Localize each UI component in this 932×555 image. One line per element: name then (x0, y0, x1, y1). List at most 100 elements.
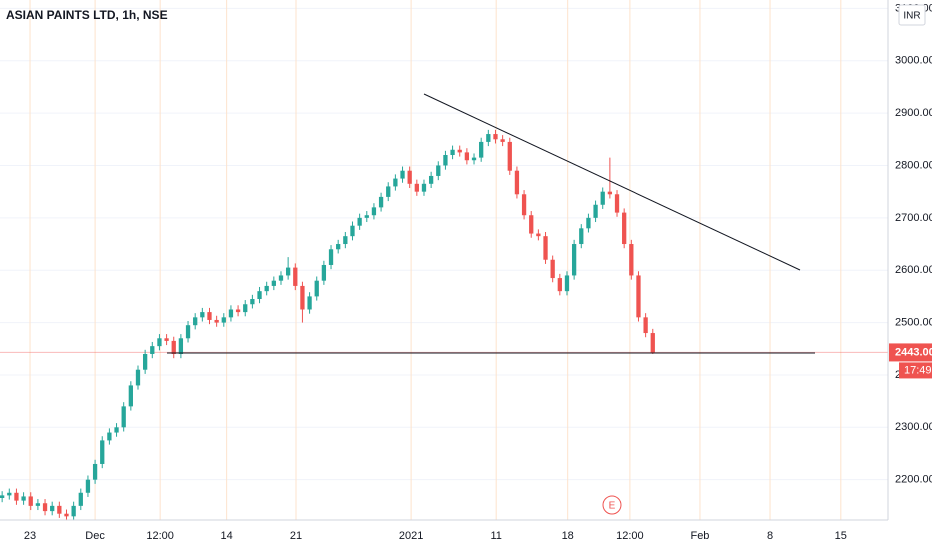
candle-body (328, 249, 334, 265)
x-tick-label: Dec (85, 530, 105, 542)
candle-body (400, 170, 405, 179)
axes: 2200.002300.002400.002500.002600.002700.… (24, 2, 932, 542)
candle-body (550, 259, 555, 279)
candle-body (607, 191, 613, 195)
candle-body (57, 505, 62, 514)
candle-body (371, 207, 377, 216)
candle-body (500, 139, 505, 142)
candle-body (436, 165, 441, 176)
candle-body (650, 333, 655, 353)
candle-body (171, 340, 176, 354)
candle-body (128, 385, 133, 407)
x-tick-label: 12:00 (616, 530, 644, 542)
candle-body (178, 338, 184, 354)
candle-body (50, 505, 55, 512)
candle-body (521, 194, 527, 216)
countdown-box (899, 362, 932, 379)
x-tick-label: 21 (290, 530, 302, 542)
candle-body (271, 280, 276, 286)
candle-body (514, 170, 520, 195)
candle-body (293, 267, 298, 286)
candle-body (314, 280, 319, 297)
candle-body (235, 309, 241, 313)
candle-body (479, 141, 484, 158)
candle-body (407, 170, 412, 184)
candle-body (428, 175, 434, 184)
y-tick-label: 2600.00 (895, 264, 932, 276)
candle-body (14, 492, 19, 501)
x-tick-label: 15 (835, 530, 847, 542)
candle-body (278, 275, 284, 281)
candle-body (107, 432, 112, 441)
candle-body (78, 492, 83, 506)
candle-body (285, 267, 291, 276)
candle-body (243, 304, 248, 313)
candle-body (350, 225, 355, 237)
candle-body (443, 155, 448, 166)
candle-body (185, 325, 191, 339)
x-tick-label: 14 (221, 530, 233, 542)
candle-body (307, 296, 312, 310)
y-tick-label: 2200.00 (895, 474, 932, 486)
candle-body (264, 285, 269, 292)
y-tick-label: 3000.00 (895, 55, 932, 67)
candle-body (85, 479, 91, 493)
y-tick-label: 2700.00 (895, 212, 932, 224)
candle-body (378, 196, 384, 208)
candle-body (464, 152, 470, 161)
event-marker[interactable]: E (609, 501, 616, 512)
x-tick-label: 8 (767, 530, 773, 542)
candle-body (35, 503, 41, 506)
candle-body (28, 496, 33, 506)
candle-body (200, 312, 205, 318)
currency-box[interactable] (898, 4, 926, 26)
x-tick-label: 2021 (399, 530, 423, 542)
candle-body (164, 338, 169, 341)
candle-body (21, 496, 26, 501)
last-price-box (889, 343, 932, 362)
x-tick-label: 23 (24, 530, 36, 542)
candle-body (257, 291, 262, 300)
candle-body (42, 503, 48, 512)
candle-body (486, 134, 491, 142)
candle-body (100, 440, 105, 464)
candle-body (507, 141, 512, 171)
candle-body (150, 346, 155, 354)
candle-body (643, 317, 648, 334)
trend-line (423, 93, 801, 271)
candle-body (250, 299, 255, 305)
candle-body (393, 178, 398, 187)
grid (0, 0, 888, 520)
event-marker-circle[interactable] (602, 495, 622, 515)
candle-body (629, 244, 634, 276)
candle-body (142, 353, 148, 370)
y-tick-label: 2900.00 (895, 107, 932, 119)
candle-body (543, 236, 548, 260)
candle-body (321, 264, 327, 281)
candle-body (71, 505, 76, 517)
candle-body (7, 492, 12, 496)
candle-body (600, 191, 605, 205)
candle-body (579, 228, 584, 245)
candle-body (421, 183, 427, 192)
candle-body (493, 134, 498, 140)
x-tick-label: Feb (690, 530, 709, 542)
currency[interactable]: INR (903, 11, 920, 22)
last-price-label: 2443.00 (895, 346, 932, 358)
candle-body (207, 312, 212, 320)
candle-body (457, 149, 462, 153)
candle-body (364, 215, 369, 218)
candle-body (357, 217, 362, 226)
candle-body (336, 244, 341, 250)
candle-body (343, 236, 348, 245)
candle-body (0, 495, 5, 499)
candle-body (414, 183, 419, 192)
candle-body (214, 319, 219, 323)
candles (0, 129, 655, 521)
candle-body (114, 427, 119, 433)
x-tick-label: 11 (490, 530, 501, 542)
x-tick-label: 18 (562, 530, 574, 542)
candle-body (157, 338, 162, 347)
